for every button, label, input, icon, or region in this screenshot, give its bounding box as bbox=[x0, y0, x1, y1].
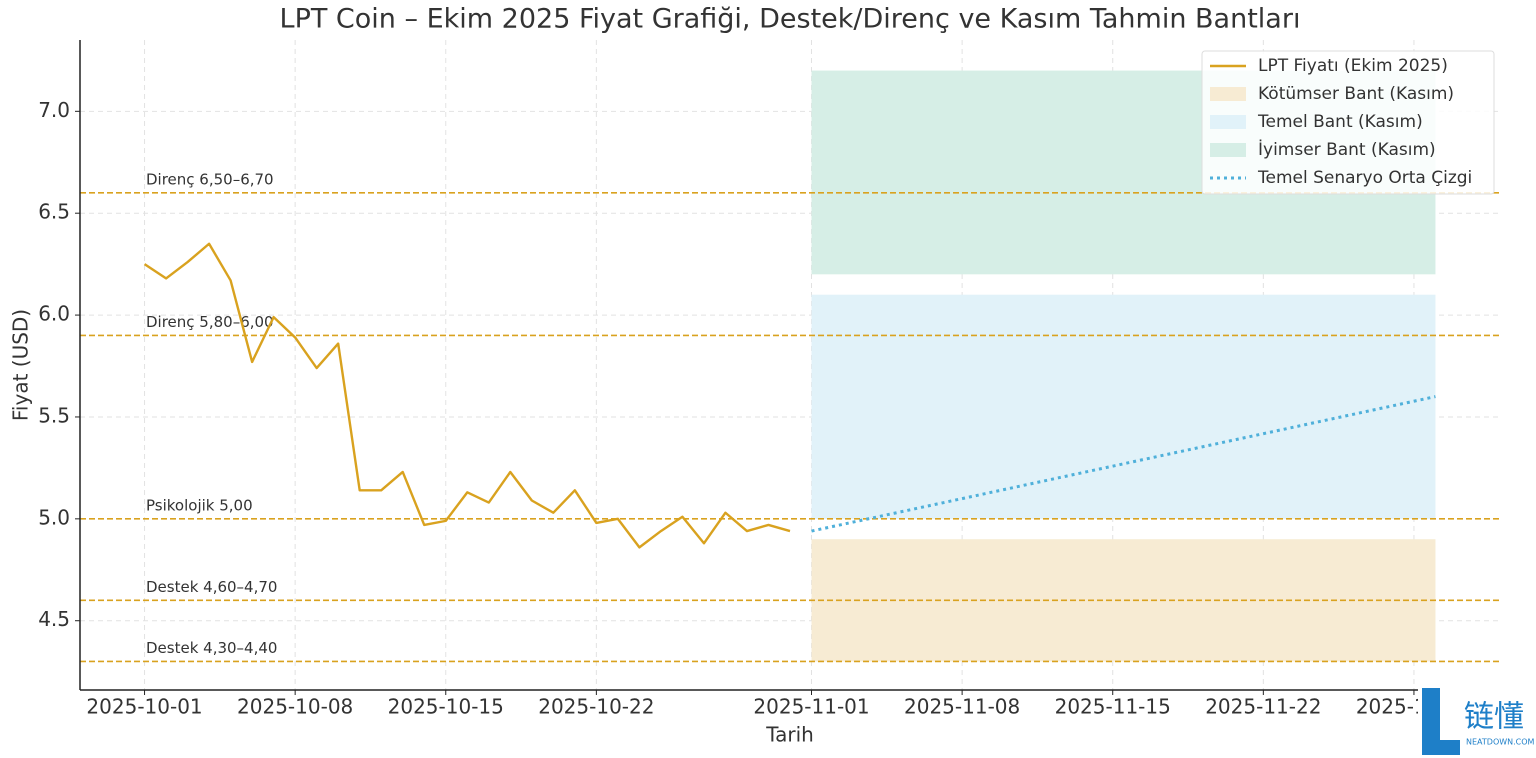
y-tick-label: 5.0 bbox=[38, 505, 70, 529]
x-tick-label: 2025-11-08 bbox=[904, 695, 1020, 719]
legend-label: Kötümser Bant (Kasım) bbox=[1258, 84, 1454, 104]
level-label: Direnç 6,50–6,70 bbox=[146, 170, 274, 188]
y-tick-label: 6.0 bbox=[38, 302, 70, 326]
x-tick-label: 2025-10-01 bbox=[86, 695, 202, 719]
x-tick-label: 2025-10-08 bbox=[237, 695, 353, 719]
x-tick-label: 2025-11-22 bbox=[1205, 695, 1321, 719]
legend-label: Temel Bant (Kasım) bbox=[1257, 112, 1423, 132]
level-label: Direnç 5,80–6,00 bbox=[146, 313, 274, 331]
y-tick-label: 4.5 bbox=[38, 607, 70, 631]
legend-swatch bbox=[1210, 115, 1246, 129]
x-tick-label: 2025-11-15 bbox=[1055, 695, 1171, 719]
watermark-text: 链懂 bbox=[1464, 700, 1524, 735]
level-label: Destek 4,30–4,40 bbox=[146, 639, 277, 657]
forecast-band bbox=[811, 294, 1436, 519]
watermark-logo bbox=[1422, 688, 1460, 755]
legend-swatch bbox=[1210, 143, 1246, 157]
legend-label: İyimser Bant (Kasım) bbox=[1258, 139, 1436, 160]
x-axis-label: Tarih bbox=[765, 723, 814, 747]
legend-swatch bbox=[1210, 87, 1246, 101]
level-label: Destek 4,60–4,70 bbox=[146, 578, 277, 596]
legend-label: LPT Fiyatı (Ekim 2025) bbox=[1258, 56, 1448, 76]
x-tick-label: 2025-10-15 bbox=[388, 695, 504, 719]
y-tick-label: 7.0 bbox=[38, 98, 70, 122]
price-line bbox=[143, 242, 791, 549]
chart-title: LPT Coin – Ekim 2025 Fiyat Grafiği, Dest… bbox=[280, 4, 1301, 35]
price-line bbox=[811, 395, 1436, 533]
y-tick-label: 5.5 bbox=[38, 403, 70, 427]
level-label: Psikolojik 5,00 bbox=[146, 496, 253, 514]
x-tick-label: 2025-11-01 bbox=[753, 695, 869, 719]
legend-box bbox=[1201, 50, 1495, 195]
y-tick-label: 6.5 bbox=[38, 200, 70, 224]
legend-label: Temel Senaryo Orta Çizgi bbox=[1257, 168, 1472, 188]
y-axis-label: Fiyat (USD) bbox=[9, 309, 33, 421]
watermark-subtext: NEATDOWN.COM bbox=[1466, 738, 1535, 747]
x-tick-label: 2025-10-22 bbox=[538, 695, 654, 719]
